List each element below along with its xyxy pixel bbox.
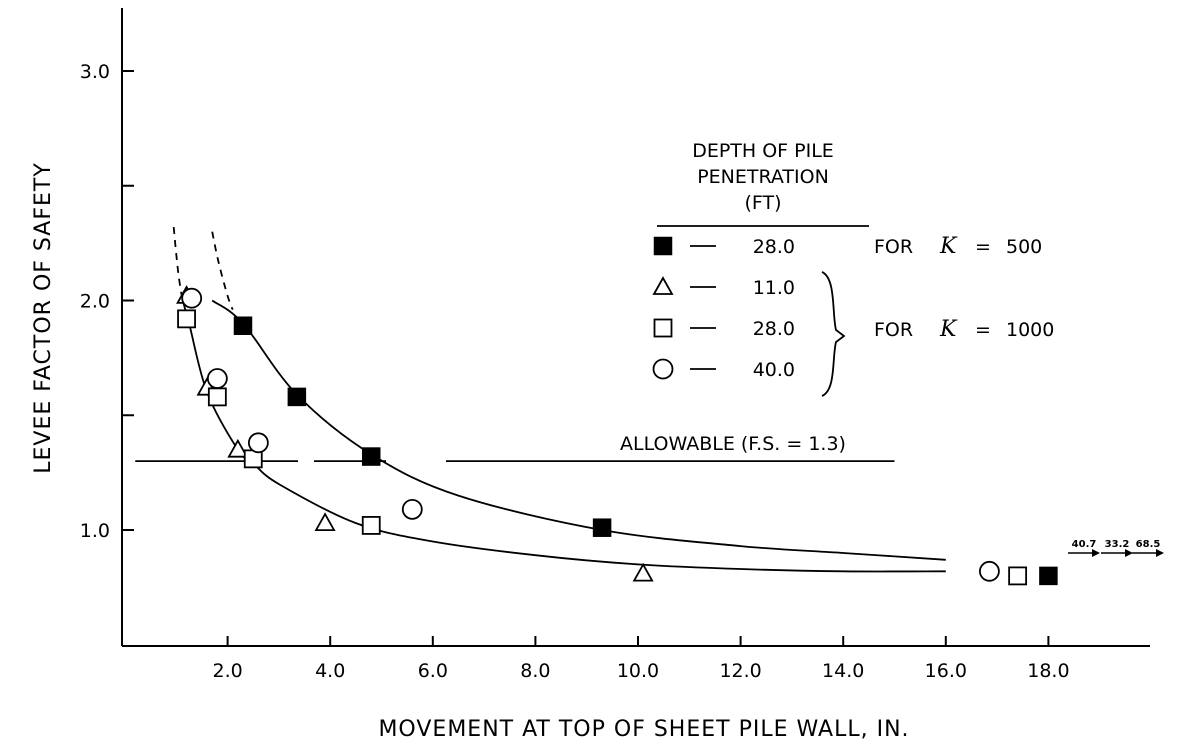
x-tick-label: 8.0 — [520, 660, 550, 682]
data-point-filled-square — [1039, 566, 1058, 586]
offscale-label: 40.7 — [1072, 539, 1097, 550]
legend: DEPTH OF PILE PENETRATION (FT) 28.0 11.0 28.0… — [652, 140, 1054, 397]
data-point-filled-square — [287, 387, 307, 407]
offscale-label: 33.2 — [1105, 539, 1130, 550]
x-axis-label: MOVEMENT AT TOP OF SHEET PILE WALL, IN. — [378, 717, 909, 742]
data-point-filled-square — [592, 518, 612, 537]
dashed-curve-2 — [211, 231, 234, 311]
data-point-triangle — [314, 512, 336, 532]
legend-depth: 28.0 — [753, 318, 795, 340]
legend-group-prefix: FOR — [874, 236, 913, 258]
x-tick-label: 14.0 — [822, 660, 864, 682]
data-point-circle — [247, 432, 269, 454]
x-tick-label: 12.0 — [719, 660, 761, 682]
legend-group-value: 1000 — [1006, 319, 1054, 341]
offscale-label: 68.5 — [1136, 539, 1161, 550]
legend-marker-square — [653, 318, 673, 338]
data-point-square — [207, 387, 227, 407]
data-point-circle — [979, 560, 1000, 582]
data-point-circle — [181, 287, 203, 309]
legend-depth: 11.0 — [753, 277, 795, 299]
allowable-label: ALLOWABLE (F.S. = 1.3) — [620, 433, 846, 455]
data-point-triangle — [227, 438, 249, 458]
y-tick-label: 3.0 — [80, 61, 110, 83]
x-tick-label: 16.0 — [925, 660, 967, 682]
dashed-curve-3 — [172, 227, 184, 301]
data-point-circle — [206, 368, 228, 389]
y-tick-label: 1.0 — [80, 520, 110, 542]
legend-group-value: 500 — [1006, 236, 1042, 258]
data-point-square — [177, 309, 196, 329]
x-tick-label: 10.0 — [617, 660, 659, 682]
y-tick-label: 2.0 — [80, 291, 110, 313]
x-tick-label: 6.0 — [418, 660, 448, 682]
fit-curve-0 — [211, 299, 946, 561]
x-tick-label: 2.0 — [212, 660, 242, 682]
data-point-circle — [401, 498, 423, 520]
axes — [121, 8, 1150, 647]
offscale-arrow-head — [1156, 549, 1164, 557]
legend-marker-triangle — [652, 276, 674, 295]
legend-title-line: (FT) — [744, 192, 781, 214]
legend-group-equals: = — [975, 319, 991, 341]
x-tick-label: 18.0 — [1027, 660, 1069, 682]
data-point-triangle — [632, 562, 654, 582]
data-points — [176, 285, 1058, 586]
offscale-labels: 40.7 33.2 68.5 — [1068, 539, 1164, 557]
data-point-square — [361, 516, 381, 535]
data-point-filled-square — [361, 447, 381, 466]
legend-group-symbol: K — [939, 234, 958, 259]
legend-marker-filled-square — [653, 236, 673, 256]
ticks: 2.0 4.0 6.0 8.0 10.0 12.0 14.0 16.0 18.0 1.0 2.0 3.… — [80, 61, 1070, 682]
offscale-arrow-head — [1092, 549, 1100, 557]
legend-group-prefix: FOR — [874, 319, 913, 341]
legend-title-line: PENETRATION — [697, 166, 829, 188]
y-axis-label: LEVEE FACTOR OF SAFETY — [31, 162, 56, 474]
legend-group-equals: = — [975, 236, 991, 258]
legend-group-symbol: K — [939, 317, 958, 342]
legend-depth: 28.0 — [753, 236, 795, 258]
legend-title-line: DEPTH OF PILE — [692, 140, 834, 162]
x-tick-label: 4.0 — [315, 660, 345, 682]
legend-marker-circle — [652, 358, 674, 380]
data-point-square — [1008, 566, 1028, 586]
data-point-filled-square — [233, 316, 253, 335]
offscale-arrow-head — [1125, 549, 1133, 557]
legend-brace — [821, 271, 846, 397]
legend-depth: 40.0 — [753, 359, 795, 381]
